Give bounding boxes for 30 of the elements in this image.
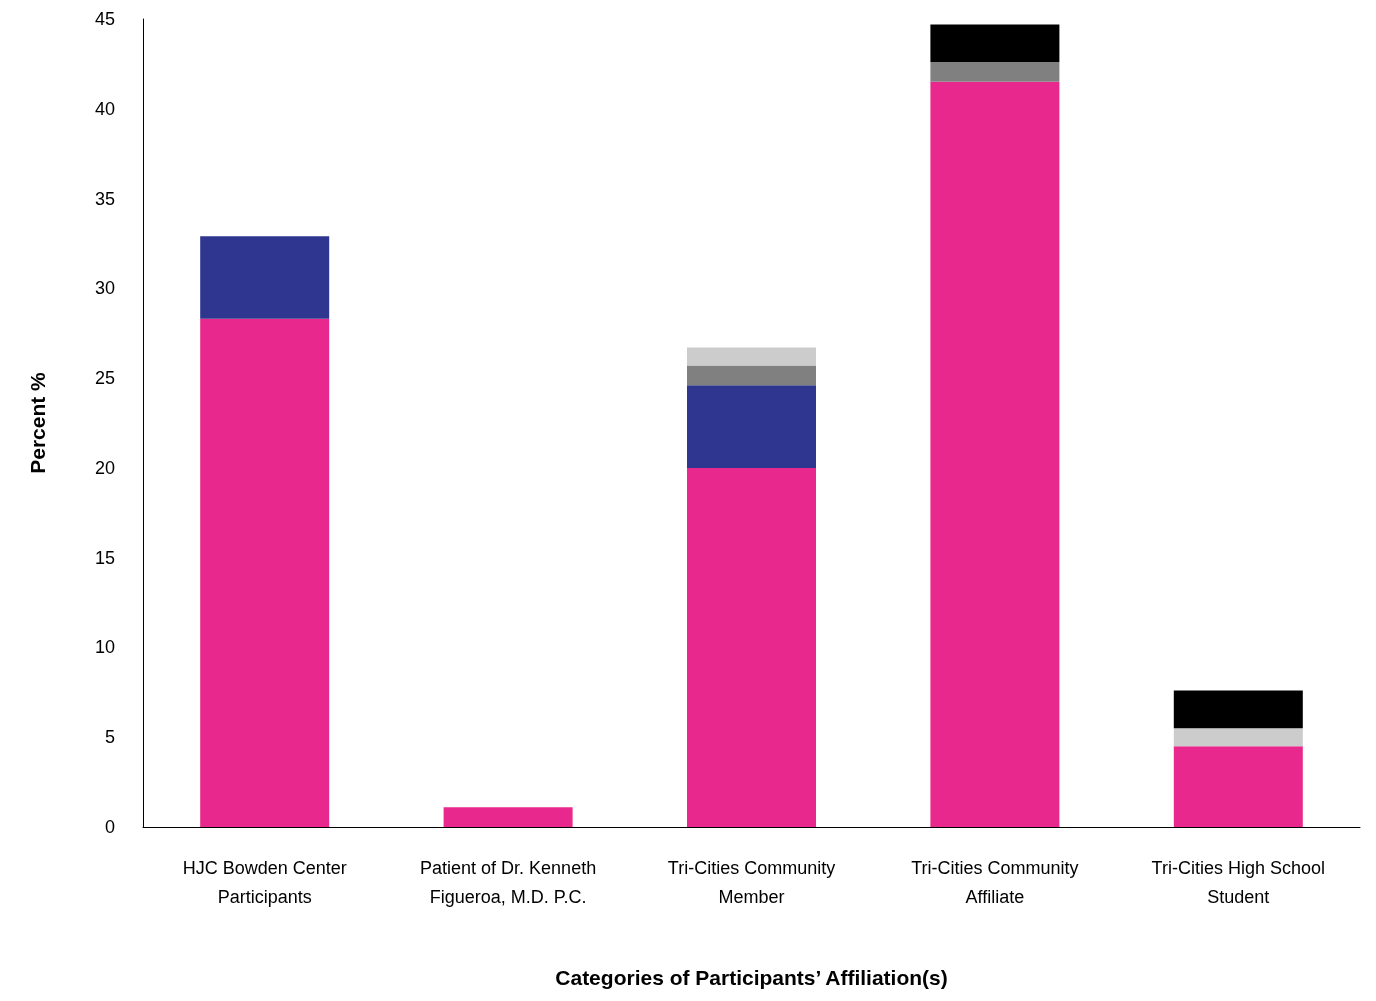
bar — [200, 318, 330, 827]
y-tick-label: 45 — [94, 9, 115, 29]
bar — [200, 236, 330, 319]
bar — [1173, 690, 1303, 729]
bar — [1173, 728, 1303, 747]
bar — [687, 365, 816, 386]
bar — [443, 807, 573, 827]
y-tick-label: 40 — [94, 98, 115, 119]
bar — [687, 347, 816, 366]
bar — [930, 81, 1060, 827]
y-tick-label: 20 — [94, 457, 115, 478]
bar — [930, 24, 1060, 63]
y-tick-label: 5 — [104, 727, 115, 748]
x-axis-title: Categories of Participants’ Affiliation(s) — [555, 966, 948, 989]
y-tick-label: 0 — [104, 817, 115, 837]
bar — [687, 385, 816, 468]
bar — [687, 467, 816, 827]
y-tick-label: 15 — [94, 547, 115, 568]
bar — [1173, 746, 1303, 827]
x-tick-label: Tri-Cities Community Affiliate — [911, 857, 1079, 907]
x-tick-label: Tri-Cities Community Member — [667, 857, 836, 907]
bar — [930, 62, 1060, 82]
y-axis-title: Percent % — [26, 371, 49, 474]
y-tick-label: 30 — [94, 278, 115, 299]
y-tick-label: 35 — [94, 188, 115, 209]
x-tick-label: Tri-Cities High School Student — [1151, 857, 1325, 907]
x-tick-label: HJC Bowden Center Participants — [182, 857, 347, 907]
x-tick-label: Patient of Dr. Kenneth Figueroa, M.D. P.C. — [420, 857, 597, 907]
y-tick-label: 10 — [94, 637, 115, 658]
y-tick-label: 25 — [94, 368, 115, 389]
